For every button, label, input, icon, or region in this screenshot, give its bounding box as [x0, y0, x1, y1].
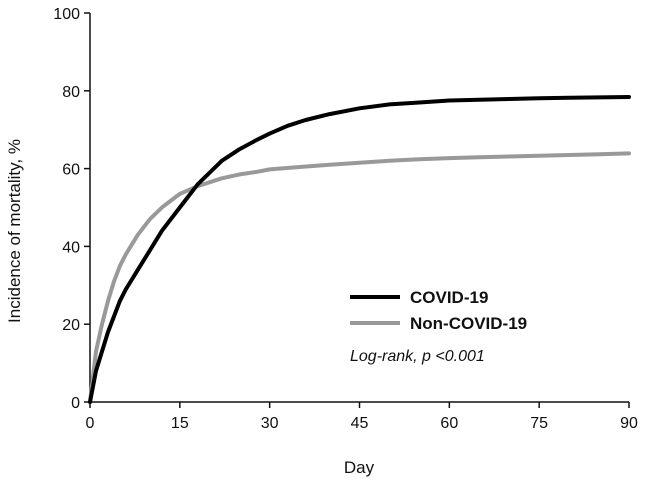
log-rank-annotation: Log-rank, p <0.001: [350, 348, 485, 365]
x-tick-label: 15: [171, 415, 189, 432]
y-tick-label: 60: [62, 162, 80, 179]
x-tick-label: 0: [86, 415, 95, 432]
y-tick-label: 80: [62, 84, 80, 101]
x-axis-title: Day: [344, 458, 375, 477]
x-tick-label: 75: [530, 415, 548, 432]
x-tick-label: 60: [440, 415, 458, 432]
y-tick-label: 0: [71, 395, 80, 412]
y-tick-label: 40: [62, 239, 80, 256]
x-tick-label: 45: [351, 415, 369, 432]
y-tick-label: 20: [62, 317, 80, 334]
legend-label-covid: COVID-19: [410, 288, 488, 307]
series-line-non-covid: [88, 151, 631, 404]
series-line-covid: [88, 95, 631, 404]
series-lines: [88, 95, 631, 404]
legend: COVID-19 Non-COVID-19: [350, 288, 527, 333]
x-tick-label: 30: [261, 415, 279, 432]
x-ticks: 0 15 30 45 60 75 90: [86, 402, 638, 432]
y-axis-title: Incidence of mortality, %: [5, 139, 24, 323]
y-tick-label: 100: [53, 6, 80, 23]
legend-label-non-covid: Non-COVID-19: [410, 314, 527, 333]
y-ticks: 0 20 40 60 80 100: [53, 6, 90, 412]
x-tick-label: 90: [620, 415, 638, 432]
